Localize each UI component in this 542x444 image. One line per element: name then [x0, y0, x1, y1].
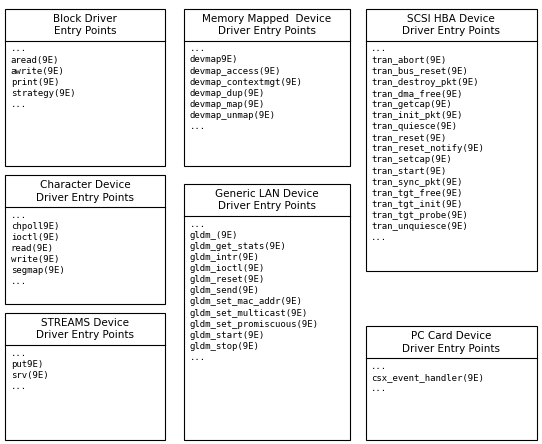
FancyBboxPatch shape: [366, 326, 537, 440]
FancyBboxPatch shape: [366, 9, 537, 271]
FancyBboxPatch shape: [184, 184, 350, 440]
Text: PC Card Device
Driver Entry Points: PC Card Device Driver Entry Points: [402, 331, 500, 353]
Text: ...
csx_event_handler(9E)
...: ... csx_event_handler(9E) ...: [371, 362, 484, 393]
FancyBboxPatch shape: [5, 9, 165, 166]
Text: ...
gldm_(9E)
gldm_get_stats(9E)
gldm_intr(9E)
gldm_ioctl(9E)
gldm_reset(9E)
gld: ... gldm_(9E) gldm_get_stats(9E) gldm_in…: [190, 220, 319, 362]
Text: STREAMS Device
Driver Entry Points: STREAMS Device Driver Entry Points: [36, 318, 134, 340]
Text: SCSI HBA Device
Driver Entry Points: SCSI HBA Device Driver Entry Points: [402, 14, 500, 36]
FancyBboxPatch shape: [184, 9, 350, 166]
Text: ...
tran_abort(9E)
tran_bus_reset(9E)
tran_destroy_pkt(9E)
tran_dma_free(9E)
tra: ... tran_abort(9E) tran_bus_reset(9E) tr…: [371, 44, 484, 242]
Text: Character Device
Driver Entry Points: Character Device Driver Entry Points: [36, 180, 134, 202]
Text: Block Driver
Entry Points: Block Driver Entry Points: [54, 14, 117, 36]
Text: ...
put9E)
srv(9E)
...: ... put9E) srv(9E) ...: [11, 349, 48, 391]
Text: ...
chpoll9E)
ioctl(9E)
read(9E)
write(9E)
segmap(9E)
...: ... chpoll9E) ioctl(9E) read(9E) write(9…: [11, 211, 64, 286]
Text: ...
aread(9E)
awrite(9E)
print(9E)
strategy(9E)
...: ... aread(9E) awrite(9E) print(9E) strat…: [11, 44, 75, 109]
FancyBboxPatch shape: [5, 313, 165, 440]
FancyBboxPatch shape: [5, 175, 165, 304]
Text: Memory Mapped  Device
Driver Entry Points: Memory Mapped Device Driver Entry Points: [202, 14, 332, 36]
Text: Generic LAN Device
Driver Entry Points: Generic LAN Device Driver Entry Points: [215, 189, 319, 211]
Text: ...
devmap9E)
devmap_access(9E)
devmap_contextmgt(9E)
devmap_dup(9E)
devmap_map(: ... devmap9E) devmap_access(9E) devmap_c…: [190, 44, 302, 131]
